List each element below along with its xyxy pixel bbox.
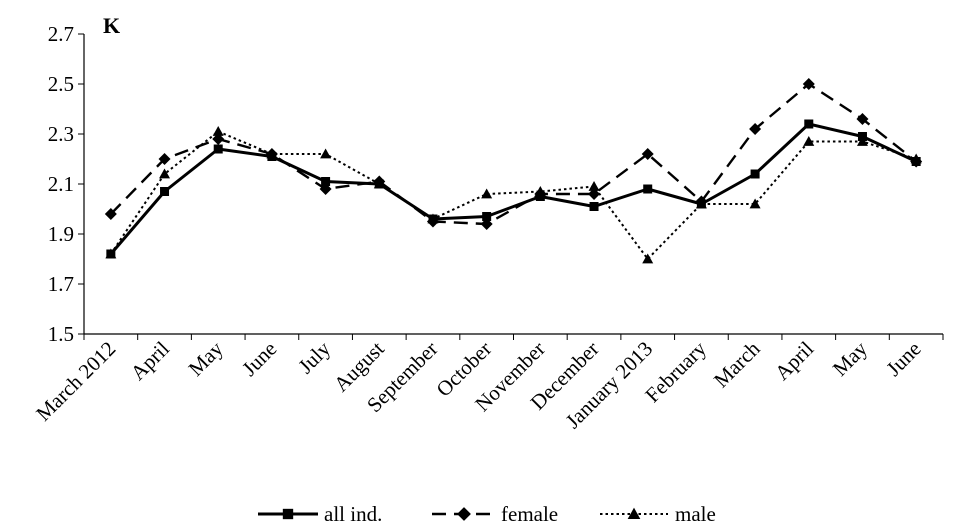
data-point: [159, 168, 171, 179]
y-tick-label: 1.5: [48, 322, 74, 346]
data-point: [158, 153, 171, 165]
legend-label: female: [501, 502, 558, 525]
legend-label: all ind.: [324, 502, 382, 525]
y-tick-label: 2.3: [48, 122, 74, 146]
data-point: [588, 188, 601, 200]
data-point: [482, 212, 492, 221]
plot-area: [104, 78, 923, 264]
x-tick-label: February: [640, 336, 711, 407]
data-point: [321, 177, 331, 186]
y-tick-label: 1.7: [48, 272, 74, 296]
x-tick-label: May: [828, 336, 873, 381]
data-point: [212, 126, 224, 136]
x-tick-label: March 2012: [31, 337, 120, 426]
data-point: [588, 181, 600, 191]
data-point: [857, 132, 867, 141]
y-tick-label: 2.5: [48, 72, 74, 96]
data-point: [804, 119, 814, 129]
data-point: [267, 152, 277, 161]
legend-label: male: [675, 502, 716, 525]
data-point: [749, 198, 761, 209]
data-point: [641, 148, 654, 160]
data-point: [104, 208, 117, 220]
x-tick-label: June: [237, 337, 281, 381]
data-point: [374, 179, 384, 189]
series-line-allind: [109, 122, 917, 255]
legend: all ind. female male: [258, 502, 716, 525]
data-point: [911, 157, 921, 166]
data-point: [320, 148, 332, 159]
data-point: [802, 78, 815, 90]
data-point: [750, 169, 760, 179]
x-tick-label: June: [881, 337, 925, 381]
data-point: [535, 192, 545, 201]
data-point: [160, 187, 170, 196]
legend-marker: [457, 507, 471, 521]
data-point: [589, 202, 599, 211]
legend-marker: [627, 507, 641, 520]
data-point: [642, 253, 654, 264]
data-point: [213, 144, 223, 154]
x-tick-label: May: [184, 336, 229, 381]
y-tick-label: 2.1: [48, 172, 74, 196]
data-point: [696, 199, 706, 209]
data-point: [643, 184, 653, 194]
x-tick-label: July: [293, 336, 335, 378]
series-line-male: [110, 130, 917, 260]
legend-marker: [282, 508, 294, 520]
data-point: [481, 188, 493, 199]
y-tick-label: 1.9: [48, 222, 74, 246]
data-point: [856, 113, 869, 125]
data-point: [749, 123, 762, 135]
y-axis-title: K: [103, 13, 120, 38]
data-point: [803, 136, 815, 146]
series-line-female: [109, 82, 917, 226]
x-tick-label: April: [770, 336, 818, 384]
data-point: [428, 214, 438, 224]
data-point: [212, 133, 225, 145]
x-tick-label: April: [126, 336, 174, 384]
data-point: [106, 249, 116, 259]
y-tick-label: 2.7: [48, 22, 74, 46]
x-tick-label: March: [709, 336, 765, 392]
